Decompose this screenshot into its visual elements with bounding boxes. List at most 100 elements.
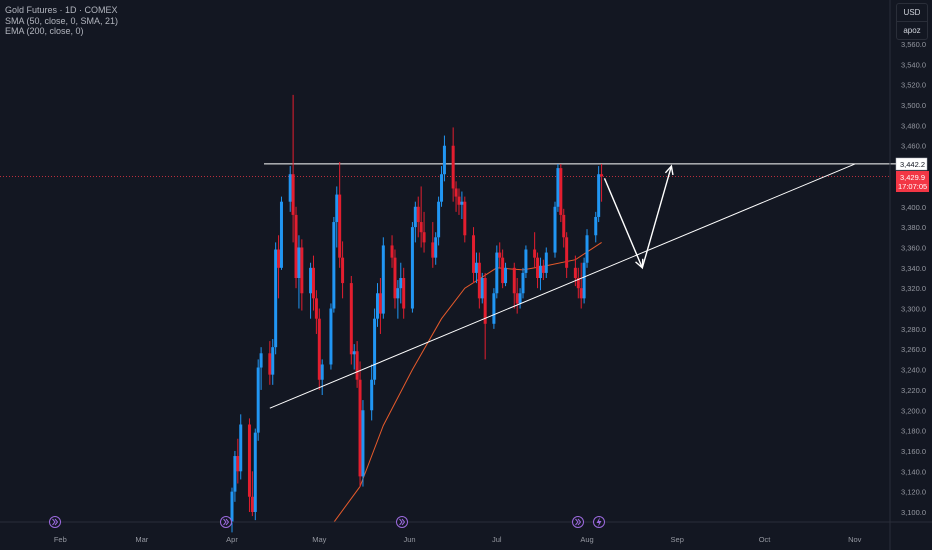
- candle[interactable]: [431, 222, 435, 268]
- candle[interactable]: [495, 245, 499, 299]
- candle[interactable]: [480, 272, 484, 304]
- candle[interactable]: [341, 241, 345, 299]
- candle[interactable]: [279, 196, 283, 270]
- candle[interactable]: [274, 242, 278, 355]
- candle[interactable]: [358, 361, 362, 487]
- candle[interactable]: [454, 181, 458, 212]
- currency-label[interactable]: USD: [903, 8, 921, 17]
- time-axis[interactable]: Feb Mar Apr May Jun Jul Aug Sep Oct Nov: [0, 521, 932, 544]
- candle[interactable]: [477, 252, 481, 309]
- candle[interactable]: [553, 201, 557, 258]
- candle[interactable]: [277, 235, 281, 299]
- candle[interactable]: [381, 237, 385, 319]
- candle[interactable]: [317, 308, 321, 390]
- candle[interactable]: [559, 164, 563, 223]
- candle[interactable]: [268, 341, 272, 385]
- candle[interactable]: [311, 255, 315, 311]
- candle[interactable]: [597, 166, 601, 223]
- candle[interactable]: [247, 418, 251, 512]
- candle[interactable]: [297, 235, 301, 309]
- candle[interactable]: [472, 227, 476, 284]
- price-axis-header[interactable]: USD apoz: [896, 3, 928, 40]
- event-marker[interactable]: [220, 516, 232, 528]
- events-layer[interactable]: [49, 516, 605, 528]
- candle[interactable]: [536, 252, 540, 289]
- candle[interactable]: [538, 257, 542, 291]
- candle[interactable]: [556, 164, 560, 212]
- candle[interactable]: [338, 162, 342, 268]
- ema-legend[interactable]: EMA (200, close, 0): [5, 26, 84, 36]
- candle[interactable]: [314, 290, 318, 334]
- candle[interactable]: [349, 275, 353, 365]
- candle[interactable]: [396, 280, 400, 319]
- candle[interactable]: [259, 347, 263, 390]
- candle[interactable]: [294, 206, 298, 289]
- candle[interactable]: [291, 94, 295, 243]
- candle[interactable]: [582, 257, 586, 304]
- candle[interactable]: [413, 201, 417, 243]
- candle[interactable]: [504, 262, 508, 287]
- candle[interactable]: [250, 471, 254, 517]
- candle[interactable]: [419, 186, 423, 248]
- event-marker[interactable]: [49, 516, 61, 528]
- candle[interactable]: [521, 267, 525, 299]
- event-marker[interactable]: [572, 516, 584, 528]
- candle[interactable]: [442, 135, 446, 182]
- candle[interactable]: [393, 249, 397, 309]
- candles-layer[interactable]: [230, 94, 604, 533]
- candle[interactable]: [524, 245, 528, 278]
- candle[interactable]: [233, 450, 237, 502]
- candle[interactable]: [594, 211, 598, 243]
- sma-legend[interactable]: SMA (50, close, 0, SMA, 21): [5, 15, 119, 26]
- candle[interactable]: [585, 229, 589, 268]
- candle[interactable]: [463, 196, 467, 243]
- candle[interactable]: [378, 278, 382, 334]
- user-label[interactable]: apoz: [897, 21, 927, 39]
- candle[interactable]: [230, 487, 234, 533]
- candle[interactable]: [288, 166, 292, 212]
- candle[interactable]: [562, 208, 566, 248]
- candle[interactable]: [309, 262, 313, 319]
- event-marker[interactable]: [593, 516, 605, 528]
- candle[interactable]: [320, 359, 324, 395]
- candle[interactable]: [236, 438, 240, 484]
- event-marker[interactable]: [396, 516, 408, 528]
- candle[interactable]: [474, 252, 478, 284]
- candle[interactable]: [518, 288, 522, 309]
- ascending-support-line[interactable]: [269, 163, 855, 409]
- candle[interactable]: [457, 188, 461, 215]
- candle[interactable]: [399, 262, 403, 304]
- chart-legend[interactable]: Gold Futures · 1D · COMEX SMA (50, close…: [5, 5, 118, 37]
- candle[interactable]: [579, 262, 583, 309]
- candle[interactable]: [565, 232, 569, 278]
- candle[interactable]: [501, 249, 505, 289]
- projection-layer[interactable]: [603, 164, 674, 270]
- candle[interactable]: [492, 288, 496, 329]
- candle[interactable]: [352, 344, 356, 370]
- candle[interactable]: [600, 164, 604, 202]
- candle[interactable]: [370, 364, 374, 421]
- candle[interactable]: [253, 428, 257, 521]
- candle[interactable]: [576, 267, 580, 299]
- candle[interactable]: [533, 232, 537, 268]
- candle[interactable]: [544, 247, 548, 278]
- candle[interactable]: [515, 278, 519, 314]
- candle[interactable]: [300, 239, 304, 311]
- candle[interactable]: [541, 259, 545, 281]
- candle[interactable]: [355, 341, 359, 388]
- candle[interactable]: [410, 222, 414, 313]
- candle[interactable]: [483, 272, 487, 360]
- candle[interactable]: [437, 196, 441, 246]
- candle[interactable]: [329, 303, 333, 370]
- candle[interactable]: [361, 400, 365, 487]
- candle[interactable]: [335, 186, 339, 248]
- candle[interactable]: [239, 414, 243, 480]
- candle[interactable]: [390, 235, 394, 268]
- candle[interactable]: [256, 359, 260, 441]
- ema-line[interactable]: [333, 241, 602, 523]
- candle[interactable]: [376, 283, 379, 327]
- candle[interactable]: [460, 191, 464, 219]
- candle[interactable]: [498, 242, 502, 268]
- candle[interactable]: [271, 339, 275, 385]
